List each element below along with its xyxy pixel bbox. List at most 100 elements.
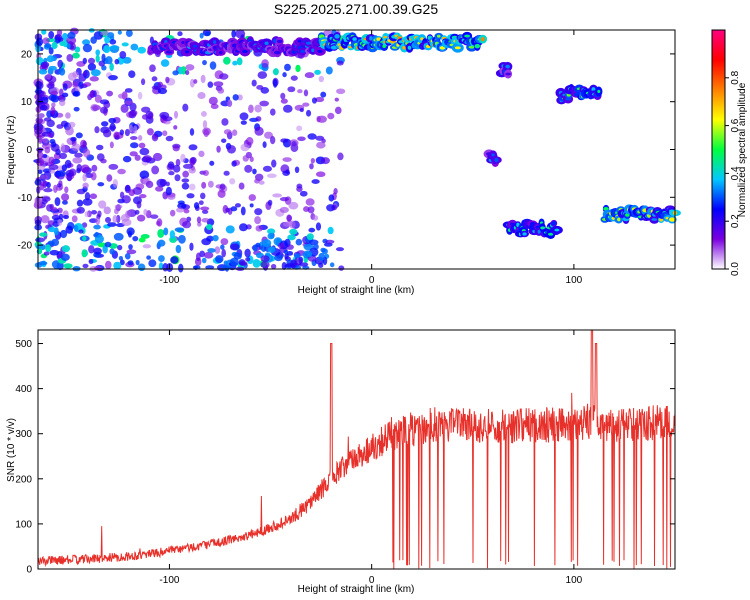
noise-blob: [59, 229, 68, 239]
noise-blob: [35, 244, 43, 250]
noise-blob: [232, 94, 239, 101]
noise-blob: [299, 190, 308, 197]
noise-blob: [150, 214, 159, 219]
noise-blob: [201, 257, 207, 264]
y-tick-label: 400: [15, 384, 32, 395]
noise-blob: [222, 204, 229, 214]
noise-blob: [63, 263, 73, 269]
noise-blob: [66, 54, 74, 62]
noise-blob: [245, 137, 254, 146]
noise-blob: [64, 186, 69, 194]
noise-blob: [215, 255, 224, 264]
noise-blob: [287, 234, 296, 241]
noise-blob: [94, 94, 102, 103]
noise-blob: [146, 255, 152, 260]
noise-blob: [48, 47, 54, 55]
noise-blob: [261, 59, 269, 68]
snr-ylabel: SNR (10 * v/v): [6, 418, 17, 482]
noise-blob: [156, 178, 166, 188]
noise-blob: [124, 128, 130, 137]
noise-blob: [214, 246, 221, 254]
noise-blob: [168, 170, 175, 176]
noise-blob: [334, 97, 340, 102]
noise-blob: [127, 260, 134, 266]
noise-blob: [94, 126, 100, 134]
noise-blob: [198, 150, 205, 158]
noise-blob: [109, 122, 116, 132]
noise-blob: [303, 89, 309, 97]
noise-blob: [197, 92, 206, 99]
band-core: [352, 37, 357, 41]
noise-blob: [183, 208, 190, 214]
noise-blob: [208, 96, 218, 106]
noise-blob: [320, 247, 326, 253]
noise-blob: [54, 197, 61, 207]
noise-blob: [281, 261, 287, 270]
band-core: [311, 48, 315, 53]
noise-blob: [173, 110, 179, 119]
noise-blob: [254, 216, 262, 225]
noise-blob: [137, 91, 143, 100]
snr-panel: -100 0 100 0 100 200 300 400 500 Height of strai…: [6, 329, 676, 595]
noise-blob: [336, 88, 346, 95]
noise-blob: [72, 52, 80, 59]
noise-blob: [188, 167, 196, 174]
noise-blob: [38, 261, 48, 266]
noise-blob: [148, 259, 157, 268]
noise-blob: [283, 104, 293, 113]
noise-blob: [182, 163, 193, 169]
noise-blob: [272, 193, 282, 198]
noise-blob: [165, 135, 174, 142]
noise-blob: [240, 206, 246, 216]
noise-blob: [89, 193, 98, 200]
noise-blob: [122, 56, 132, 64]
noise-blob: [109, 141, 114, 149]
noise-blob: [311, 179, 320, 185]
noise-blob: [308, 227, 316, 233]
noise-blob: [50, 206, 58, 212]
band-core: [494, 157, 499, 163]
noise-blob: [138, 142, 146, 149]
noise-blob: [125, 29, 133, 37]
noise-blob: [74, 152, 83, 158]
noise-blob: [266, 173, 277, 178]
noise-blob: [142, 244, 152, 249]
noise-blob: [202, 29, 212, 37]
noise-blob: [285, 263, 295, 268]
noise-blob: [200, 74, 206, 84]
noise-blob: [103, 206, 111, 215]
noise-blob: [106, 174, 113, 182]
noise-blob: [88, 245, 95, 254]
noise-blob: [104, 241, 112, 248]
noise-blob: [295, 64, 301, 73]
noise-blob: [316, 115, 327, 123]
noise-blob: [62, 92, 69, 98]
noise-blob: [238, 223, 248, 232]
noise-blob: [66, 43, 71, 49]
noise-blob: [50, 90, 59, 96]
noise-blob: [262, 141, 267, 149]
noise-blob: [220, 244, 225, 250]
noise-blob: [57, 218, 63, 226]
noise-blob: [107, 222, 117, 227]
noise-blob: [50, 106, 56, 116]
noise-blob: [234, 203, 241, 208]
noise-blob: [185, 64, 195, 71]
band-core: [481, 37, 485, 42]
noise-blob: [259, 100, 269, 107]
noise-blob: [327, 112, 335, 120]
noise-blob: [255, 242, 261, 248]
noise-blob: [82, 236, 87, 242]
noise-blob: [189, 242, 194, 251]
noise-blob: [249, 203, 254, 208]
noise-blob: [45, 244, 52, 253]
noise-blob: [200, 110, 207, 117]
noise-blob: [190, 156, 197, 164]
noise-blob: [87, 57, 96, 65]
noise-blob: [201, 181, 207, 189]
noise-blob: [76, 199, 84, 207]
noise-blob: [316, 141, 326, 149]
band-core: [213, 40, 217, 44]
noise-blob: [65, 112, 71, 119]
